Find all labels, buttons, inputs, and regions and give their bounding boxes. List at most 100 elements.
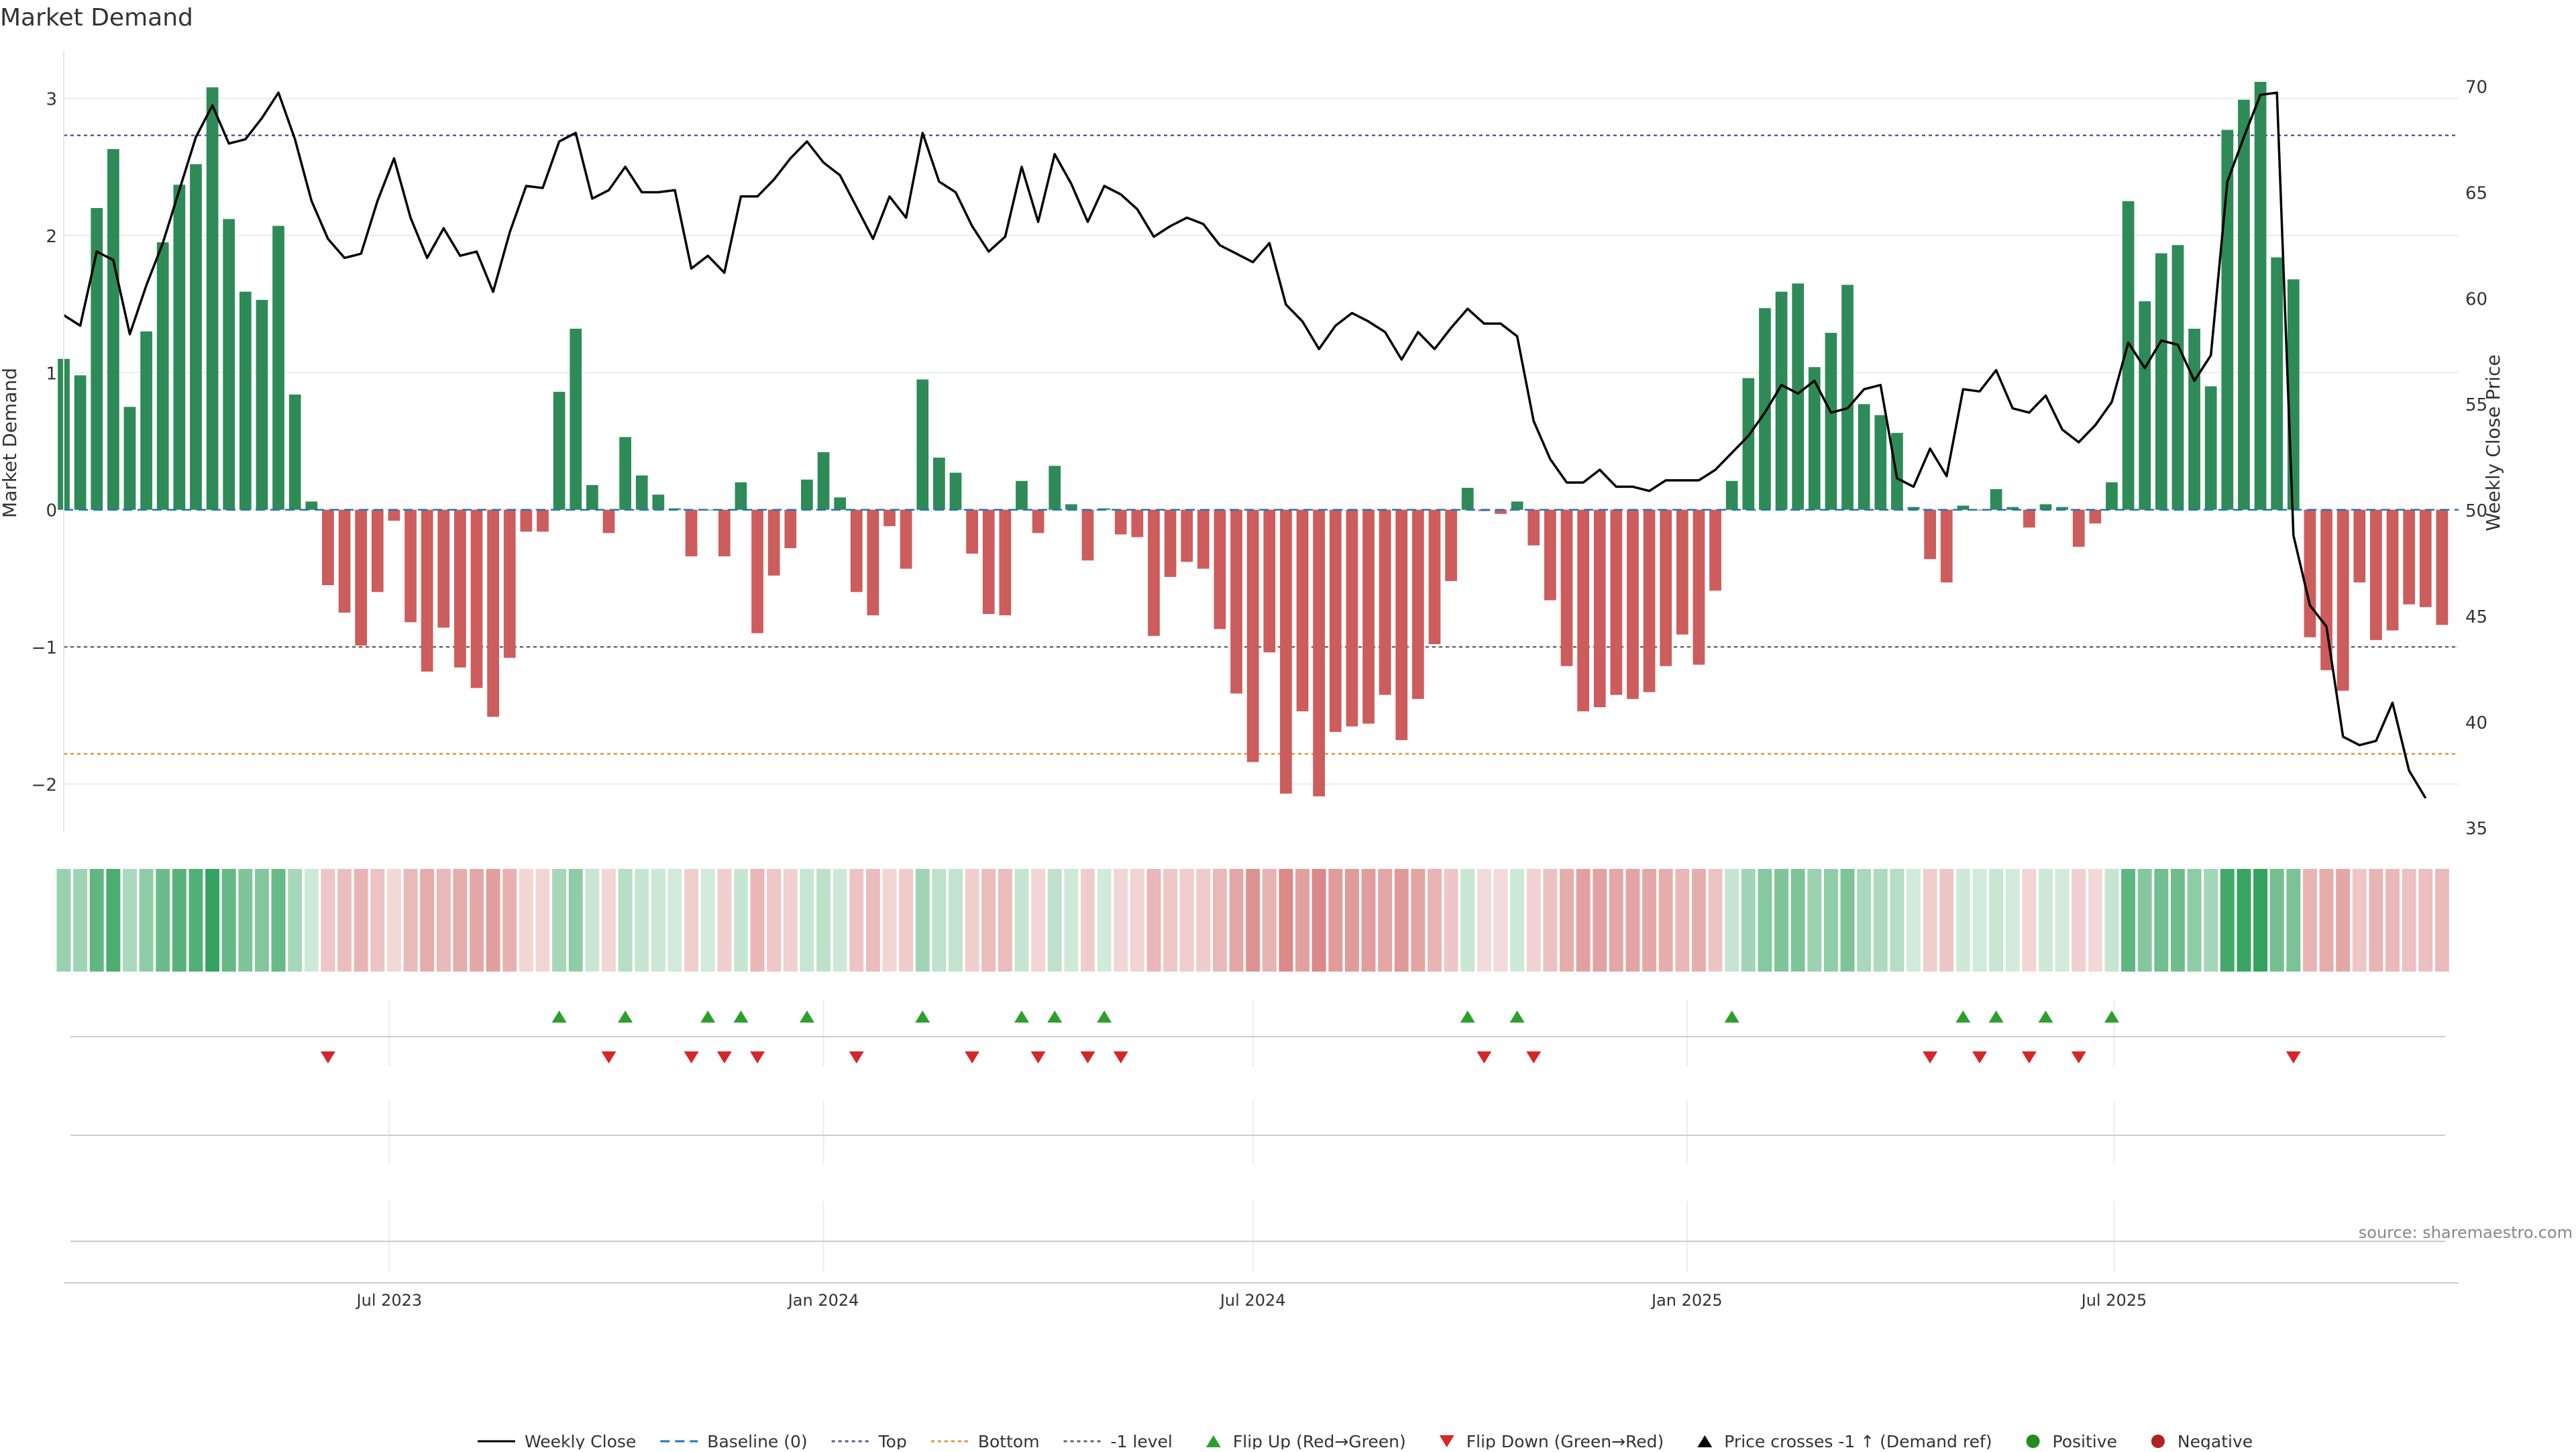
demand-bar-negative bbox=[1379, 509, 1391, 695]
demand-bar-negative bbox=[966, 509, 979, 554]
demand-bar-positive bbox=[2271, 257, 2284, 510]
heat-strip-cell bbox=[2418, 869, 2433, 972]
flip-markers bbox=[320, 1010, 2301, 1064]
x-tick-label: Jul 2025 bbox=[2080, 1291, 2147, 1310]
heat-strip-cell bbox=[1972, 869, 1987, 972]
demand-bar-positive bbox=[1874, 415, 1887, 510]
heat-strip-cell bbox=[420, 869, 435, 972]
heat-strip-cell bbox=[1196, 869, 1211, 972]
heat-strip-cell bbox=[470, 869, 484, 972]
demand-bar-negative bbox=[1280, 509, 1292, 794]
demand-bar-negative bbox=[2436, 509, 2449, 625]
flip-down-marker bbox=[601, 1051, 616, 1064]
demand-bar-negative bbox=[537, 509, 549, 532]
demand-bar-negative bbox=[1081, 509, 1094, 561]
demand-bar-positive bbox=[1858, 404, 1870, 510]
demand-bar-negative bbox=[1709, 509, 1721, 591]
legend-label: Flip Down (Green→Red) bbox=[1466, 1432, 1664, 1449]
demand-bar-positive bbox=[652, 495, 665, 510]
legend-label: Bottom bbox=[978, 1432, 1040, 1449]
heat-strip-cell bbox=[106, 869, 121, 972]
demand-bar-negative bbox=[900, 509, 912, 569]
flip-down-marker bbox=[2021, 1051, 2037, 1064]
heat-strip-cell bbox=[156, 869, 170, 972]
heat-strip-cell bbox=[865, 869, 880, 972]
demand-bar-negative bbox=[322, 509, 334, 586]
demand-bar-negative bbox=[388, 509, 400, 521]
demand-bar-negative bbox=[2320, 509, 2332, 670]
heat-strip-cell bbox=[2302, 869, 2317, 972]
heat-strip-cell bbox=[1923, 869, 1937, 972]
heat-strip-cell bbox=[1857, 869, 1872, 972]
heat-strip-cell bbox=[1361, 869, 1376, 972]
heat-strip-cell bbox=[386, 869, 401, 972]
y-left-tick-label: 2 bbox=[46, 227, 57, 247]
flip-up-marker bbox=[915, 1010, 930, 1023]
demand-bar-positive bbox=[1957, 505, 1970, 510]
heat-strip-cell bbox=[981, 869, 996, 972]
demand-bar-negative bbox=[2370, 509, 2382, 640]
heat-strip-cell bbox=[651, 869, 665, 972]
flip-up-marker bbox=[733, 1010, 749, 1023]
x-tick-label: Jul 2023 bbox=[356, 1291, 423, 1310]
heat-strip-cell bbox=[2319, 869, 2334, 972]
heat-strip-cell bbox=[1989, 869, 2004, 972]
demand-bar-positive bbox=[272, 225, 284, 510]
legend-label: Weekly Close bbox=[525, 1432, 636, 1449]
demand-bar-positive bbox=[801, 479, 813, 510]
demand-bar-negative bbox=[867, 509, 879, 616]
demand-bar-negative bbox=[2386, 509, 2399, 631]
heat-strip-cell bbox=[2402, 869, 2416, 972]
heat-strip-cell bbox=[635, 869, 649, 972]
heat-strip-cell bbox=[56, 869, 71, 972]
flip-down-marker bbox=[965, 1051, 980, 1064]
heat-strip-cell bbox=[833, 869, 847, 972]
flip-up-marker bbox=[1724, 1010, 1739, 1023]
heat-strip-cell bbox=[1790, 869, 1805, 972]
y-right-tick-label: 40 bbox=[2465, 713, 2487, 733]
demand-bar-negative bbox=[1296, 509, 1309, 712]
heat-strip-cell bbox=[254, 869, 269, 972]
demand-bar-positive bbox=[1825, 333, 1837, 510]
heat-strip-cell bbox=[2039, 869, 2053, 972]
demand-bar-negative bbox=[1181, 509, 1193, 562]
heat-strip-cell bbox=[2286, 869, 2301, 972]
demand-bar-negative bbox=[503, 509, 516, 658]
demand-bar-positive bbox=[933, 458, 945, 510]
demand-bar-negative bbox=[1197, 509, 1210, 569]
demand-bar-positive bbox=[2139, 301, 2151, 510]
heat-strip-cell bbox=[816, 869, 831, 972]
heat-strip-cell bbox=[1526, 869, 1541, 972]
heat-strip-cell bbox=[602, 869, 616, 972]
heat-strip-cell bbox=[403, 869, 418, 972]
heat-strip-cell bbox=[767, 869, 782, 972]
heat-strip-cell bbox=[1823, 869, 1838, 972]
demand-bar-negative bbox=[1445, 509, 1458, 581]
legend-label: Price crosses -1 ↑ (Demand ref) bbox=[1724, 1432, 1992, 1449]
demand-bar-negative bbox=[2023, 509, 2035, 528]
heat-strip-cell bbox=[288, 869, 303, 972]
flip-down-marker bbox=[849, 1051, 864, 1064]
flip-down-marker bbox=[1477, 1051, 1492, 1064]
flip-down-marker bbox=[1113, 1051, 1128, 1064]
heat-strip-cell bbox=[1758, 869, 1772, 972]
heat-strip-cell bbox=[1444, 869, 1458, 972]
y-axis-left-label: Market Demand bbox=[0, 368, 21, 518]
y-left-tick-label: 3 bbox=[46, 90, 57, 110]
heat-strip-cell bbox=[238, 869, 253, 972]
demand-bar-negative bbox=[1346, 509, 1358, 727]
heat-strip-cell bbox=[1212, 869, 1227, 972]
demand-bar-positive bbox=[916, 379, 929, 510]
demand-bar-positive bbox=[206, 87, 219, 510]
demand-bar-negative bbox=[1148, 509, 1160, 636]
heat-strip-cell bbox=[172, 869, 186, 972]
heat-strip-cell bbox=[337, 869, 352, 972]
heat-strip-cell bbox=[1691, 869, 1706, 972]
demand-bar-negative bbox=[1676, 509, 1688, 635]
heat-strip-cell bbox=[1246, 869, 1260, 972]
demand-bar-negative bbox=[1214, 509, 1226, 629]
heat-strip-cell bbox=[2269, 869, 2284, 972]
heat-strip-cell bbox=[1279, 869, 1293, 972]
heat-strip-cell bbox=[123, 869, 137, 972]
